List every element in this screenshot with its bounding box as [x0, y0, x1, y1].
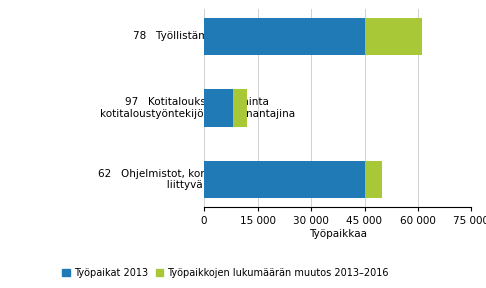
Bar: [233, 89, 247, 127]
Bar: [364, 161, 382, 198]
Bar: [204, 89, 233, 127]
Bar: [204, 18, 364, 55]
Bar: [364, 18, 421, 55]
Legend: Työpaikat 2013, Työpaikkojen lukumäärän muutos 2013–2016: Työpaikat 2013, Työpaikkojen lukumäärän …: [62, 268, 389, 278]
Bar: [204, 161, 364, 198]
X-axis label: Työpaikkaa: Työpaikkaa: [309, 229, 367, 239]
